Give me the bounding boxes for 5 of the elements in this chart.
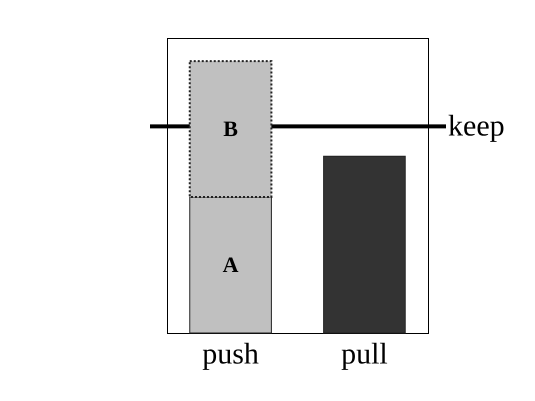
series-label: B — [223, 116, 238, 142]
x-tick-label: pull — [341, 338, 388, 370]
series-label: A — [222, 252, 239, 278]
ref-line-label: keep — [448, 109, 505, 142]
x-tick-label: push — [202, 338, 259, 370]
